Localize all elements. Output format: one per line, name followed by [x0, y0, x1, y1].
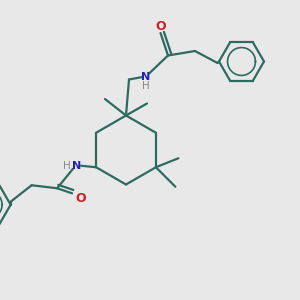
Text: N: N: [141, 71, 150, 82]
Text: O: O: [155, 20, 166, 33]
Text: O: O: [75, 192, 86, 205]
Text: N: N: [72, 161, 81, 171]
Text: H: H: [63, 161, 71, 171]
Text: H: H: [142, 81, 149, 91]
